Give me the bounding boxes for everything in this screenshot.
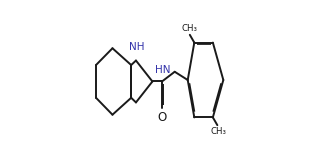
Text: CH₃: CH₃ xyxy=(210,127,226,136)
Text: CH₃: CH₃ xyxy=(181,24,197,33)
Text: O: O xyxy=(157,111,167,124)
Text: HN: HN xyxy=(156,65,171,75)
Text: NH: NH xyxy=(129,42,144,52)
